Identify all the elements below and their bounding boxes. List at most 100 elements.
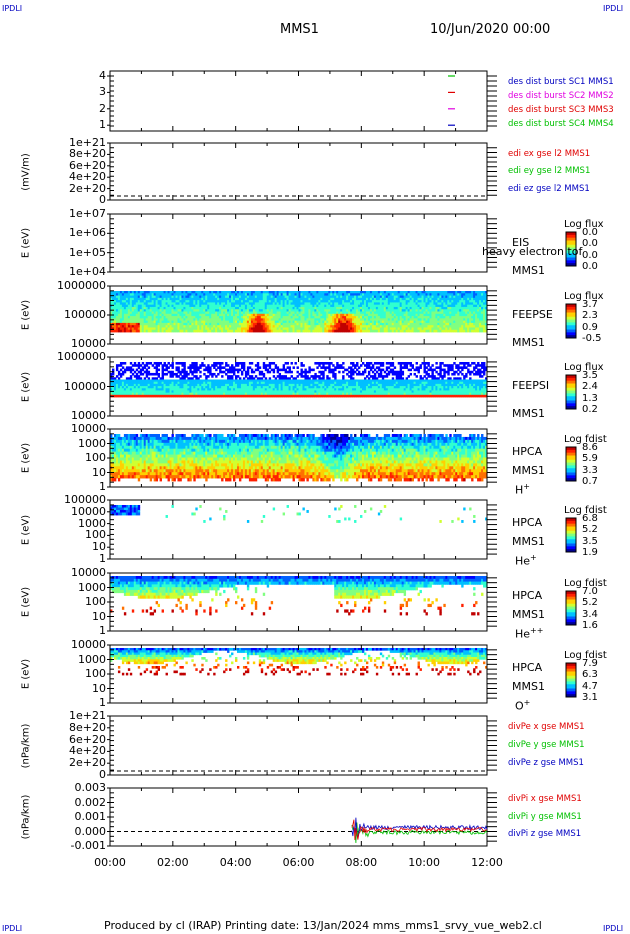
- spectrogram-cell: [227, 325, 230, 328]
- spectrogram-cell: [240, 329, 244, 333]
- spectrogram-cell: [314, 309, 317, 312]
- spectrogram-cell: [324, 327, 327, 331]
- spectrogram-cell: [125, 383, 129, 387]
- spectrogram-cell: [133, 302, 137, 306]
- spectrogram-cell: [360, 329, 363, 333]
- spectrogram-cell: [143, 390, 147, 394]
- spectrogram-cell: [467, 329, 470, 333]
- colorbar-cell: [566, 240, 576, 243]
- spectrogram-cell: [278, 318, 282, 322]
- spectrogram-cell: [348, 320, 351, 324]
- spectrogram-cell: [115, 364, 119, 367]
- spectrogram-cell: [181, 302, 184, 306]
- spectrogram-cell: [369, 295, 373, 299]
- spectrogram-cell: [298, 306, 301, 310]
- spectrogram-cell: [149, 295, 153, 299]
- spectrogram-cell: [375, 295, 379, 299]
- spectrogram-cell: [187, 311, 190, 315]
- spectrogram-cell: [350, 300, 353, 303]
- spectrogram-cell: [371, 318, 375, 322]
- spectrogram-cell: [417, 318, 420, 322]
- spectrogram-cell: [238, 309, 242, 312]
- spectrogram-cell: [475, 329, 478, 333]
- spectrogram-cell: [381, 325, 385, 328]
- spectrogram-cell: [304, 320, 307, 324]
- spectrogram-cell: [270, 291, 274, 294]
- spectrogram-cell: [256, 318, 260, 322]
- spectrogram-cell: [421, 322, 424, 326]
- spectrogram-cell: [371, 309, 375, 312]
- spectrogram-cell: [483, 327, 486, 331]
- spectrogram-cell: [211, 309, 214, 312]
- spectrogram-cell: [123, 302, 127, 306]
- spectrogram-cell: [133, 386, 137, 389]
- spectrogram-cell: [151, 388, 155, 391]
- spectrogram-cell: [383, 313, 387, 317]
- spectrogram-cell: [455, 291, 458, 294]
- spectrogram-cell: [443, 313, 446, 317]
- spectrogram-cell: [141, 309, 145, 312]
- spectrogram-cell: [161, 366, 164, 369]
- spectrogram-cell: [215, 318, 218, 322]
- spectrogram-cell: [381, 327, 385, 331]
- spectrogram-cell: [131, 295, 135, 299]
- spectrogram-cell: [292, 304, 295, 308]
- spectrogram-cell: [159, 300, 162, 303]
- spectrogram-cell: [145, 322, 149, 326]
- spectrogram-cell: [465, 311, 468, 315]
- spectrogram-cell: [356, 295, 359, 299]
- spectrogram-cell: [451, 329, 454, 333]
- spectrogram-cell: [302, 329, 305, 333]
- spectrogram-cell: [195, 320, 198, 324]
- spectrogram-cell: [173, 327, 176, 331]
- spectrogram-cell: [459, 325, 462, 328]
- spectrogram-cell: [270, 309, 274, 312]
- spectrogram-cell: [147, 379, 151, 383]
- spectrogram-cell: [411, 320, 414, 324]
- spectrogram-cell: [429, 313, 432, 317]
- spectrogram-cell: [155, 300, 159, 303]
- spectrogram-cell: [393, 316, 397, 319]
- spectrogram-cell: [238, 304, 242, 308]
- spectrogram-cell: [266, 304, 270, 308]
- spectrogram-cell: [125, 381, 129, 385]
- colorbar-cell: [566, 247, 576, 250]
- spectrogram-cell: [338, 304, 341, 308]
- spectrogram-cell: [135, 377, 139, 380]
- spectrogram-cell: [141, 372, 145, 376]
- spectrogram-cell: [231, 316, 234, 319]
- spectrogram-cell: [469, 297, 472, 301]
- spectrogram-cell: [207, 297, 210, 301]
- spectrogram-cell: [411, 322, 414, 326]
- spectrogram-cell: [403, 327, 407, 331]
- spectrogram-cell: [481, 304, 484, 308]
- spectrogram-cell: [223, 306, 226, 310]
- spectrogram-cell: [161, 364, 164, 367]
- spectrogram-cell: [256, 293, 260, 296]
- spectrogram-cell: [344, 293, 347, 296]
- colorbar-cell: [566, 260, 576, 263]
- spectrogram-cell: [268, 329, 272, 333]
- spectrogram-cell: [443, 300, 446, 303]
- spectrogram-cell: [360, 316, 363, 319]
- spectrogram-cell: [302, 309, 305, 312]
- spectrogram-cell: [151, 313, 155, 317]
- spectrogram-cell: [276, 320, 280, 324]
- spectrogram-cell: [201, 327, 204, 331]
- spectrogram-cell: [348, 322, 351, 326]
- spectrogram-cell: [320, 320, 323, 324]
- spectrogram-cell: [314, 300, 317, 303]
- spectrogram-cell: [429, 318, 432, 322]
- spectrogram-cell: [445, 297, 448, 301]
- spectrogram-cell: [308, 300, 311, 303]
- spectrogram-cell: [356, 311, 359, 315]
- spectrogram-cell: [379, 325, 383, 328]
- spectrogram-cell: [423, 320, 426, 324]
- spectrogram-cell: [169, 295, 172, 299]
- spectrogram-cell: [459, 295, 462, 299]
- spectrogram-cell: [121, 306, 125, 310]
- spectrogram-cell: [302, 293, 305, 296]
- spectrogram-cell: [363, 297, 367, 301]
- spectrogram-cell: [363, 300, 367, 303]
- spectrogram-cell: [258, 325, 262, 328]
